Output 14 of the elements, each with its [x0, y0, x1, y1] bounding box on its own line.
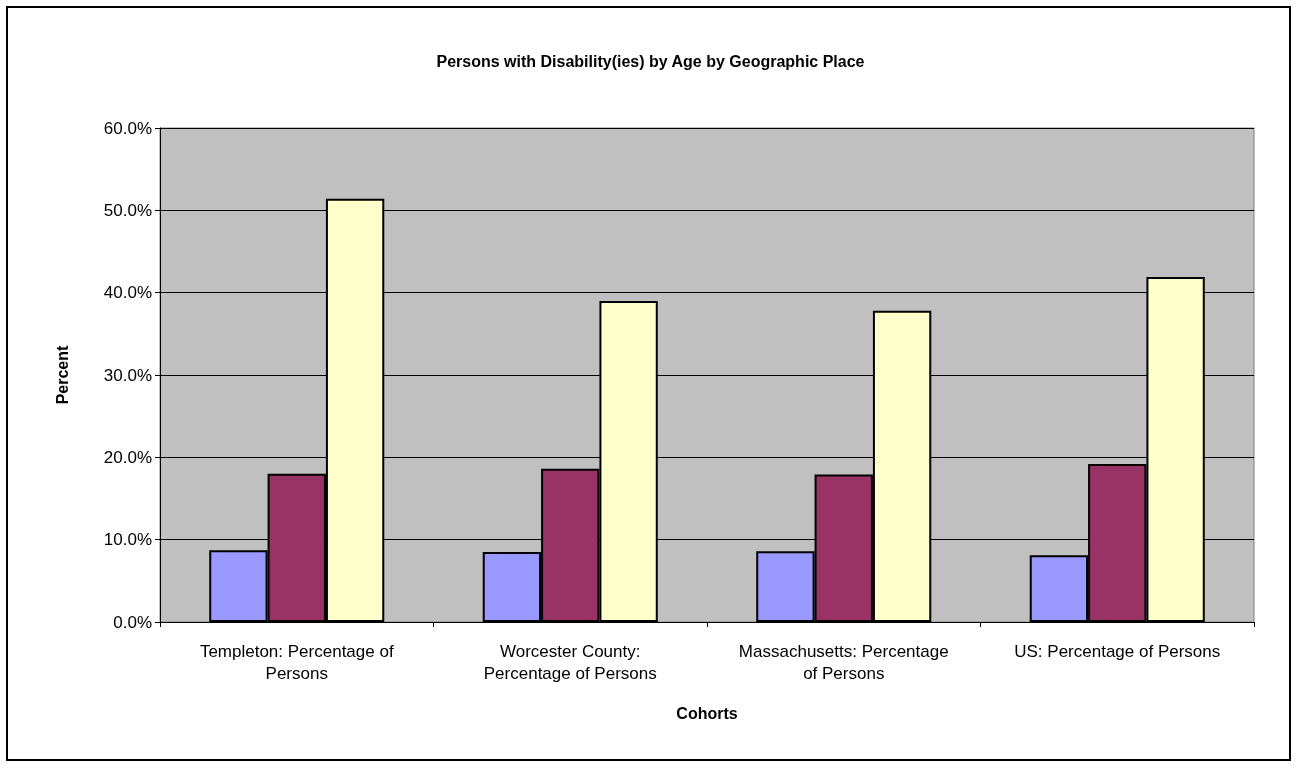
- y-tick-label: 0.0%: [113, 612, 152, 632]
- x-tick-label: Worcester County: Percentage of Persons: [483, 641, 657, 683]
- y-tick-label: 40.0%: [103, 283, 152, 303]
- y-tick-label: 10.0%: [103, 530, 152, 550]
- x-tick-label: Massachusetts: Percentage of Persons: [738, 641, 949, 683]
- y-axis-title: Percent: [53, 344, 71, 405]
- y-tick-label: 50.0%: [103, 200, 152, 220]
- x-tick-label: US: Percentage of Persons: [1014, 641, 1221, 661]
- y-tick-label: 20.0%: [103, 447, 152, 467]
- x-tick-label: Templeton: Percentage of Persons: [199, 641, 394, 683]
- x-axis-title: Cohorts: [676, 704, 738, 722]
- chart-title: Persons with Disability(ies) by Age by Geographic Place: [436, 52, 865, 70]
- y-tick-label: 30.0%: [103, 365, 152, 385]
- y-tick-label: 60.0%: [103, 118, 152, 138]
